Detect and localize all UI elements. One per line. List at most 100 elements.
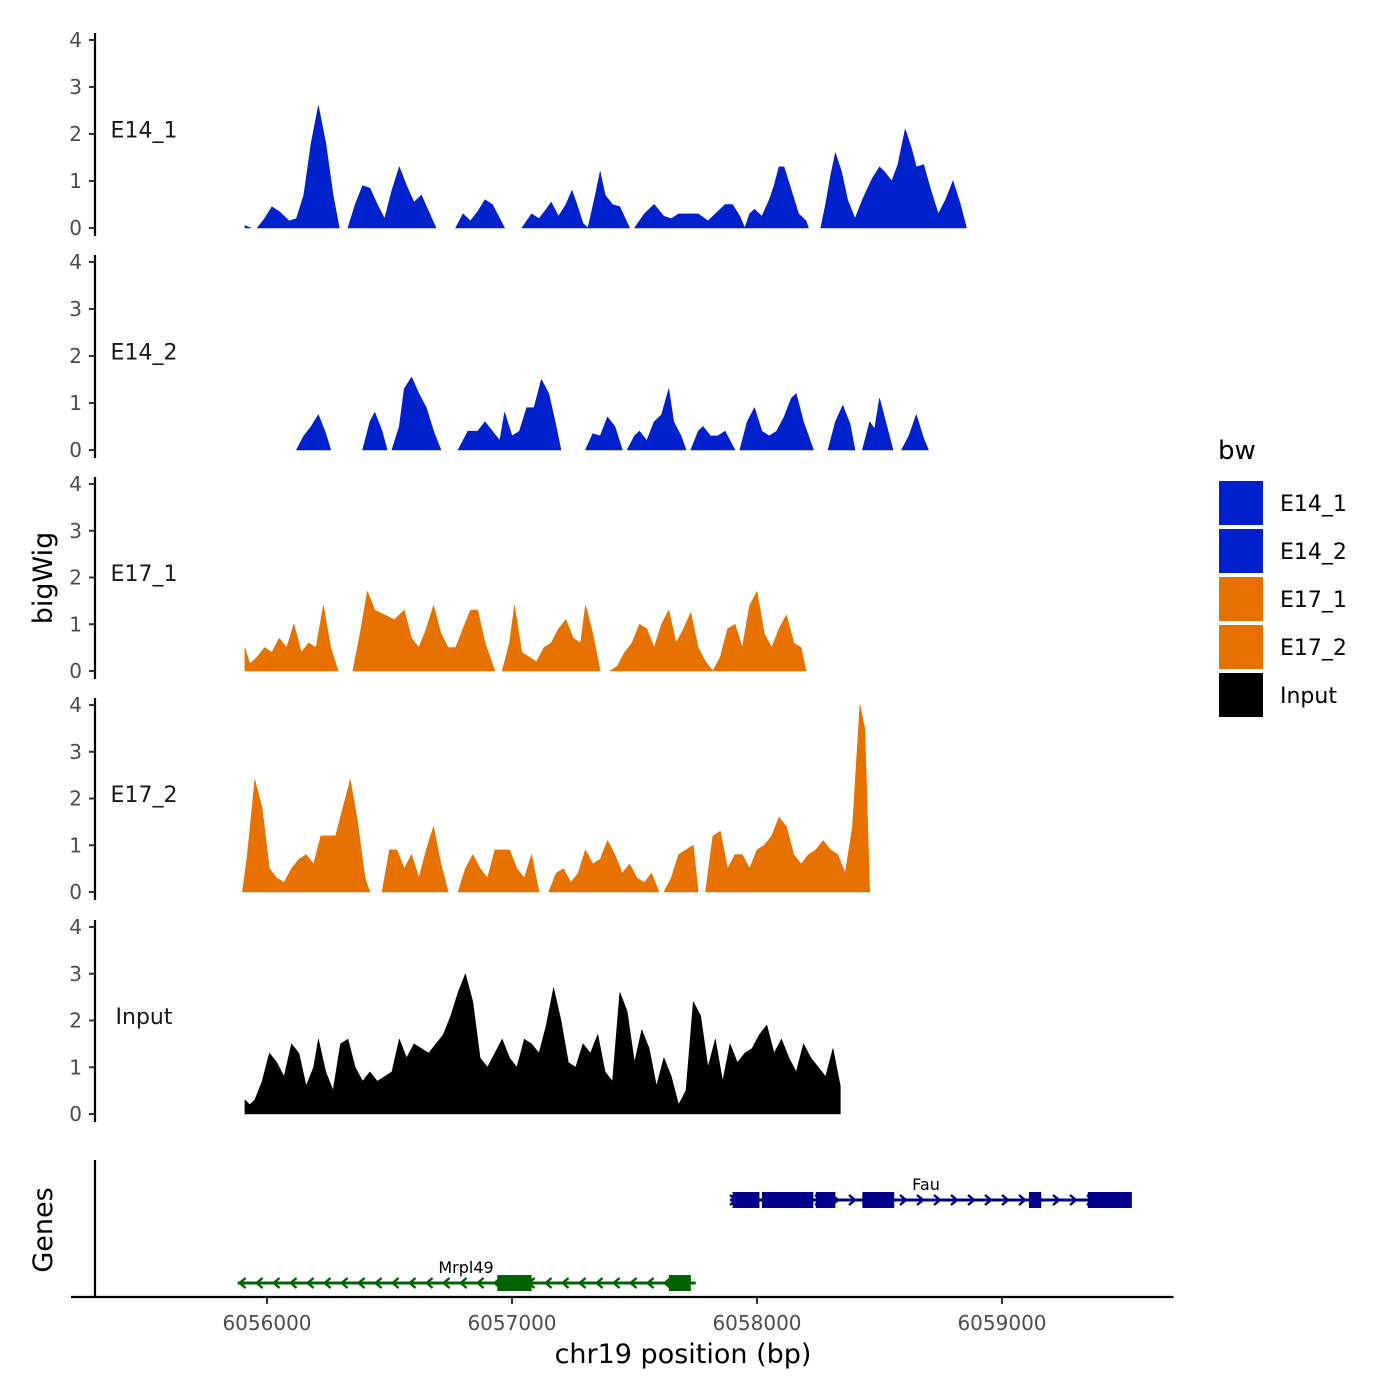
area-segment-E14_2 xyxy=(827,405,856,451)
legend-swatch xyxy=(1217,575,1265,623)
gene-Fau: Fau xyxy=(729,1175,1132,1208)
area-segment-E17_1 xyxy=(244,605,339,672)
gene-track: Fau Mrpl49 xyxy=(93,1160,1132,1298)
area-segment-E17_1 xyxy=(352,591,496,672)
exon xyxy=(815,1192,836,1208)
strand-arrow xyxy=(322,1277,332,1289)
area-segment-E14_2 xyxy=(862,398,894,451)
strand-arrow xyxy=(390,1277,400,1289)
legend-label: E17_1 xyxy=(1280,588,1347,613)
area-segment-Input xyxy=(244,973,841,1115)
exon xyxy=(668,1275,691,1291)
area-segment-E14_1 xyxy=(521,171,630,229)
area-segment-E14_2 xyxy=(391,376,442,451)
strand-arrow xyxy=(560,1277,570,1289)
legend-label: E14_2 xyxy=(1280,540,1347,565)
strand-arrow xyxy=(933,1194,942,1206)
exon xyxy=(732,1192,760,1208)
area-segment-E17_1 xyxy=(501,605,601,672)
strand-arrow xyxy=(424,1277,434,1289)
area-segment-E17_2 xyxy=(705,704,870,893)
strand-arrow xyxy=(967,1194,976,1206)
bigwig-tracks: 0 1 2 3 4 E14_1 0 1 2 3 4 E14_2 0 1 2 3 4 E17_1 0 1 2 3 4 E17_2… xyxy=(69,28,967,1126)
strand-arrow xyxy=(407,1277,417,1289)
area-segment-E17_2 xyxy=(242,779,371,893)
x-tick-label: 6059000 xyxy=(957,1311,1046,1335)
strand-arrow xyxy=(305,1277,315,1289)
strand-arrow xyxy=(475,1277,485,1289)
y-tick-label: 0 xyxy=(69,880,82,904)
strand-arrow xyxy=(628,1277,638,1289)
area-segment-E17_2 xyxy=(663,845,699,893)
legend: bw E14_1 E14_2 E17_1 E17_2 Input xyxy=(1217,436,1347,719)
strand-arrow xyxy=(645,1277,655,1289)
track-E14_2: 0 1 2 3 4 E14_2 xyxy=(69,250,929,462)
genes-axis-title: Genes xyxy=(28,1187,59,1272)
x-axis: 6056000 6057000 6058000 6059000 xyxy=(71,1295,1174,1335)
legend-item-E14_2: E14_2 xyxy=(1217,527,1347,575)
legend-item-E17_2: E17_2 xyxy=(1217,623,1347,671)
gene-Mrpl49: Mrpl49 xyxy=(237,1258,696,1291)
strand-arrow xyxy=(356,1277,366,1289)
track-E17_2: 0 1 2 3 4 E17_2 xyxy=(69,693,870,904)
area-segment-E17_1 xyxy=(712,591,807,672)
legend-item-E17_1: E17_1 xyxy=(1217,575,1347,623)
strand-arrow xyxy=(441,1277,451,1289)
area-segment-E14_2 xyxy=(626,388,687,451)
track-label-E17_2: E17_2 xyxy=(111,783,178,808)
track-E14_1: 0 1 2 3 4 E14_1 xyxy=(69,28,967,240)
legend-swatch xyxy=(1217,671,1265,719)
y-tick-label: 0 xyxy=(69,659,82,683)
y-tick-label: 3 xyxy=(69,962,82,986)
x-axis-title: chr19 position (bp) xyxy=(555,1339,812,1370)
y-tick-label: 2 xyxy=(69,1009,82,1033)
track-label-Input: Input xyxy=(116,1005,173,1030)
area-segment-E17_2 xyxy=(548,840,660,893)
strand-arrow xyxy=(950,1194,959,1206)
y-tick-label: 4 xyxy=(69,915,82,939)
track-E17_1: 0 1 2 3 4 E17_1 xyxy=(69,472,807,683)
strand-arrow xyxy=(662,1277,672,1289)
legend-label: E14_1 xyxy=(1280,492,1347,517)
strand-arrow xyxy=(458,1277,468,1289)
y-tick-label: 2 xyxy=(69,787,82,811)
y-tick-label: 2 xyxy=(69,566,82,590)
strand-arrow xyxy=(237,1277,247,1289)
strand-arrow xyxy=(339,1277,349,1289)
strand-arrow xyxy=(577,1277,587,1289)
strand-arrow xyxy=(271,1277,281,1289)
track-label-E14_1: E14_1 xyxy=(111,119,178,144)
legend-label: E17_2 xyxy=(1280,636,1347,661)
legend-label: Input xyxy=(1280,684,1337,709)
area-segment-E14_1 xyxy=(744,166,809,229)
y-tick-label: 1 xyxy=(69,612,82,636)
exon xyxy=(497,1275,532,1291)
y-tick-label: 1 xyxy=(69,169,82,193)
strand-arrow xyxy=(543,1277,553,1289)
area-segment-E14_2 xyxy=(739,393,814,451)
y-tick-label: 2 xyxy=(69,122,82,146)
legend-item-Input: Input xyxy=(1217,671,1337,719)
y-tick-label: 3 xyxy=(69,297,82,321)
exon xyxy=(761,1192,814,1208)
area-segment-E14_1 xyxy=(634,204,746,229)
strand-arrow xyxy=(1001,1194,1010,1206)
y-tick-label: 3 xyxy=(69,519,82,543)
strand-arrow xyxy=(916,1194,925,1206)
y-tick-label: 1 xyxy=(69,1055,82,1079)
y-tick-label: 3 xyxy=(69,75,82,99)
y-tick-label: 3 xyxy=(69,740,82,764)
track-Input: 0 1 2 3 4 Input xyxy=(69,915,841,1126)
strand-arrow xyxy=(1069,1194,1078,1206)
area-segment-E14_2 xyxy=(362,412,388,451)
y-tick-label: 2 xyxy=(69,344,82,368)
y-tick-label: 1 xyxy=(69,833,82,857)
y-tick-label: 4 xyxy=(69,472,82,496)
y-tick-label: 1 xyxy=(69,391,82,415)
area-segment-E14_2 xyxy=(457,379,562,451)
strand-arrow xyxy=(373,1277,383,1289)
area-segment-E14_1 xyxy=(244,225,252,229)
area-segment-E14_1 xyxy=(347,166,437,229)
area-segment-E14_1 xyxy=(820,129,967,229)
